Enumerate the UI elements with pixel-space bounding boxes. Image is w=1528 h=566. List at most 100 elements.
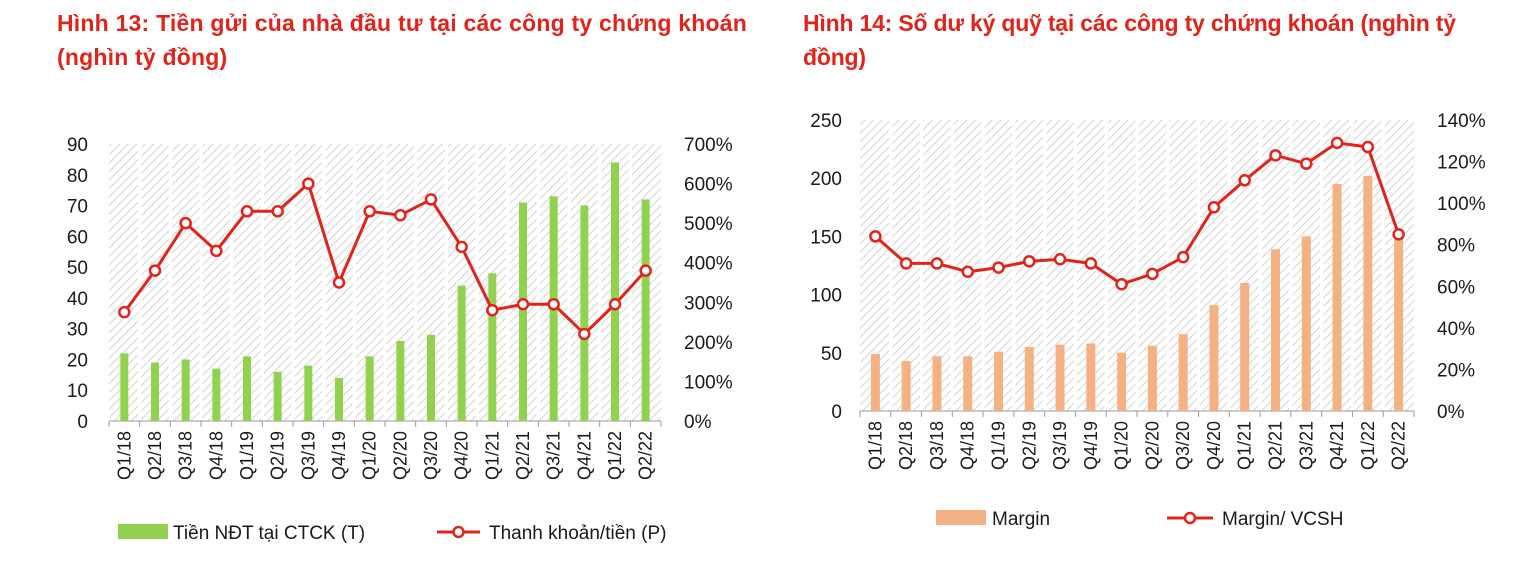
margin-y2-tick-label: 60%: [1437, 277, 1475, 298]
margin-bar-Q1-18: [870, 353, 880, 411]
deposits-bar-Q4-18: [212, 368, 221, 421]
figure-13-title: Hình 13: Tiền gửi của nhà đầu tư tại các…: [57, 10, 747, 70]
deposits-ratio-point-Q1-18: [118, 305, 131, 319]
margin-bar-Q1-19: [994, 351, 1003, 411]
margin-y2-tick-label: 120%: [1437, 153, 1486, 174]
deposits-x-tick-label: Q3/18: [176, 431, 196, 480]
margin-x-tick-label: Q4/21: [1327, 421, 1347, 470]
margin-legend-line-marker: [1183, 511, 1197, 525]
deposits-y-tick-label: 70: [67, 197, 88, 218]
margin-x-tick-label: Q2/21: [1266, 421, 1286, 470]
deposits-bar-Q4-19: [335, 377, 343, 421]
deposits-ratio-point-Q4-18: [210, 244, 223, 258]
margin-bar-Q3-20: [1178, 334, 1188, 411]
deposits-ratio-point-Q4-21: [578, 327, 591, 341]
margin-x-tick-label: Q3/19: [1050, 421, 1070, 470]
deposits-bar-Q4-21: [580, 205, 589, 421]
margin-x-tick-label: Q2/20: [1142, 421, 1162, 470]
margin-ratio-point-Q4-19: [1084, 257, 1098, 270]
deposits-ratio-point-Q2-21: [516, 298, 530, 311]
deposits-x-tick-label: Q1/18: [114, 431, 134, 480]
deposits-y-tick-label: 50: [67, 258, 88, 279]
deposits-legend-bar-swatch: [118, 524, 168, 539]
deposits-x-tick-label: Q2/18: [145, 431, 165, 480]
deposits-bar-Q3-18: [181, 359, 190, 421]
margin-ratio-point-Q4-21: [1330, 136, 1344, 150]
chart-deposits: 0 10 20 30 40 50 60 70 80 90 0% 100% 200% 300% 400% 500…: [67, 135, 733, 544]
margin-ratio-point-Q1-21: [1238, 174, 1251, 187]
margin-bar-Q4-18: [963, 356, 973, 411]
deposits-y2-tick-label: 200%: [684, 333, 733, 354]
deposits-ratio-point-Q1-21: [486, 303, 499, 317]
deposits-x-tick-label: Q4/20: [452, 431, 472, 480]
deposits-ratio-point-Q4-20: [455, 240, 468, 254]
deposits-x-tick-label: Q4/21: [574, 431, 594, 480]
deposits-x-tick-label: Q3/21: [544, 431, 564, 480]
margin-ratio-point-Q2-20: [1146, 267, 1159, 281]
deposits-bar-Q3-20: [427, 334, 435, 421]
deposits-ratio-point-Q3-20: [424, 193, 438, 206]
margin-y2-tick-label: 80%: [1437, 236, 1475, 257]
deposits-y2-tick-label: 600%: [684, 175, 733, 196]
margin-bar-Q1-20: [1117, 352, 1127, 411]
margin-y2-tick-label: 20%: [1437, 360, 1475, 381]
deposits-y2-tick-label: 0%: [684, 412, 712, 433]
deposits-legend-line-label: Thanh khoản/tiền (P): [489, 523, 666, 544]
margin-y-tick-label: 250: [810, 111, 842, 132]
margin-y2-tick-label: 100%: [1437, 194, 1486, 215]
deposits-legend-bar-label: Tiền NĐT tại CTCK (T): [173, 523, 365, 544]
deposits-bar-Q1-18: [120, 353, 129, 421]
margin-bar-Q2-20: [1147, 345, 1157, 411]
deposits-y-tick-label: 60: [67, 227, 88, 248]
margin-bar-Q2-21: [1271, 249, 1280, 411]
margin-x-tick-label: Q2/22: [1389, 421, 1409, 470]
deposits-bar-Q2-18: [151, 362, 159, 421]
deposits-ratio-point-Q1-19: [240, 205, 254, 218]
margin-x-tick-label: Q4/18: [958, 421, 978, 470]
deposits-y-tick-label: 0: [77, 412, 88, 433]
margin-ratio-point-Q3-20: [1176, 250, 1190, 264]
margin-ratio-point-Q2-22: [1392, 228, 1405, 241]
margin-bar-Q3-19: [1055, 344, 1065, 411]
margin-ratio-point-Q1-22: [1361, 140, 1375, 154]
deposits-x-tick-label: Q1/21: [482, 431, 502, 480]
margin-x-tick-label: Q3/21: [1296, 421, 1316, 470]
deposits-bar-Q2-21: [519, 202, 527, 421]
deposits-y2-tick-label: 500%: [684, 214, 733, 235]
deposits-y2-tick-label: 400%: [684, 254, 733, 275]
deposits-x-tick-label: Q2/22: [636, 431, 656, 480]
deposits-ratio-line: [123, 182, 647, 336]
margin-y-tick-label: 100: [810, 286, 842, 307]
deposits-bar-Q4-20: [457, 285, 466, 421]
margin-y2-tick-label: 0%: [1437, 402, 1465, 423]
margin-x-tick-label: Q1/18: [865, 421, 885, 470]
deposits-y-tick-label: 40: [67, 289, 88, 310]
deposits-y-tick-label: 10: [67, 381, 88, 402]
deposits-bar-Q3-19: [304, 365, 313, 421]
deposits-bar-Q2-22: [641, 199, 650, 421]
deposits-y-tick-label: 80: [67, 166, 88, 187]
margin-legend-bar-swatch: [936, 510, 986, 525]
deposits-y2-tick-label: 300%: [684, 293, 733, 314]
margin-x-tick-label: Q1/20: [1112, 421, 1132, 470]
deposits-ratio-point-Q1-20: [363, 205, 376, 218]
deposits-y-tick-label: 20: [67, 350, 88, 371]
deposits-bar-Q2-19: [273, 371, 282, 421]
margin-bar-Q4-20: [1209, 305, 1219, 411]
margin-ratio-point-Q2-21: [1269, 149, 1282, 162]
margin-bar-Q3-18: [932, 356, 942, 411]
margin-x-tick-label: Q3/18: [927, 421, 947, 470]
margin-x-tick-label: Q4/19: [1081, 421, 1101, 470]
margin-bar-Q2-22: [1394, 230, 1404, 411]
figure-14-title: Hình 14: Số dư ký quỹ tại các công ty ch…: [803, 10, 1456, 70]
deposits-y-tick-label: 30: [67, 320, 88, 341]
margin-bar-Q4-21: [1332, 184, 1342, 411]
deposits-x-tick-label: Q1/20: [360, 431, 380, 480]
chart-margin: 0 50 100 150 200 250 0% 20% 40% 60% 80% 100% 120% 140…: [810, 111, 1485, 530]
margin-y2-tick-label: 40%: [1437, 319, 1475, 340]
deposits-x-tick-label: Q4/19: [329, 431, 349, 480]
deposits-ratio-point-Q4-19: [332, 276, 346, 289]
margin-ratio-point-Q4-18: [961, 265, 974, 278]
deposits-ratio-point-Q2-18: [148, 264, 162, 277]
